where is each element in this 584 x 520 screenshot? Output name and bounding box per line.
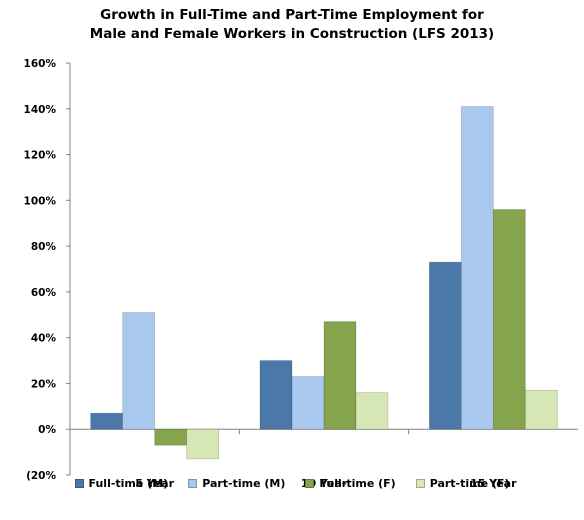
y-tick-label: 20%: [31, 378, 57, 390]
bar: [259, 360, 293, 430]
y-tick-label: 40%: [31, 333, 57, 345]
bar: [524, 389, 558, 430]
bar: [122, 312, 156, 430]
y-tick-label: 160%: [24, 58, 57, 70]
bar: [186, 428, 220, 460]
chart-title-line-2: Male and Female Workers in Construction …: [89, 26, 495, 42]
chart-title-line-1: Growth in Full-Time and Part-Time Employ…: [100, 7, 484, 23]
y-tick-label: 120%: [24, 150, 57, 162]
bar: [492, 209, 526, 430]
y-tick-label: 100%: [24, 195, 57, 207]
bar: [154, 428, 188, 446]
legend-label: Part-time (F): [429, 477, 510, 490]
legend-item: Full-time (M): [74, 477, 169, 490]
y-tick-label: 0%: [38, 424, 56, 436]
bar: [323, 321, 357, 430]
bar: [428, 261, 462, 430]
legend-swatch: [305, 479, 315, 488]
y-tick-label: 80%: [31, 241, 57, 253]
y-tick-label: (20%: [26, 470, 56, 482]
y-tick-label: 140%: [24, 104, 57, 116]
bar: [291, 376, 325, 430]
legend-item: Full-time (F): [305, 477, 396, 490]
legend-item: Part-time (F): [415, 477, 510, 490]
legend-label: Full-time (F): [319, 477, 396, 490]
y-tick-label: 60%: [31, 287, 57, 299]
legend-label: Part-time (M): [202, 477, 286, 490]
axis-labels: 160% 140% 120% 100% 80% 60% 40% 20% 0% (20% 5 Year…: [24, 58, 518, 490]
x-category-label: 15 Year: [470, 477, 517, 490]
legend-label: Full-time (M): [88, 477, 169, 490]
bar: [355, 392, 389, 430]
legend-item: Part-time (M): [188, 477, 285, 490]
chart-title: Growth in Full-Time and Part-Time Employ…: [0, 6, 584, 44]
bars: [90, 106, 558, 460]
bar: [90, 412, 124, 430]
legend: Full-time (M) Part-time (M) Full-time (F…: [0, 477, 584, 490]
legend-swatch: [74, 479, 84, 488]
x-category-label: 5 Year: [135, 477, 174, 490]
bar: [460, 106, 494, 430]
legend-swatch: [415, 479, 425, 488]
legend-swatch: [188, 479, 198, 488]
